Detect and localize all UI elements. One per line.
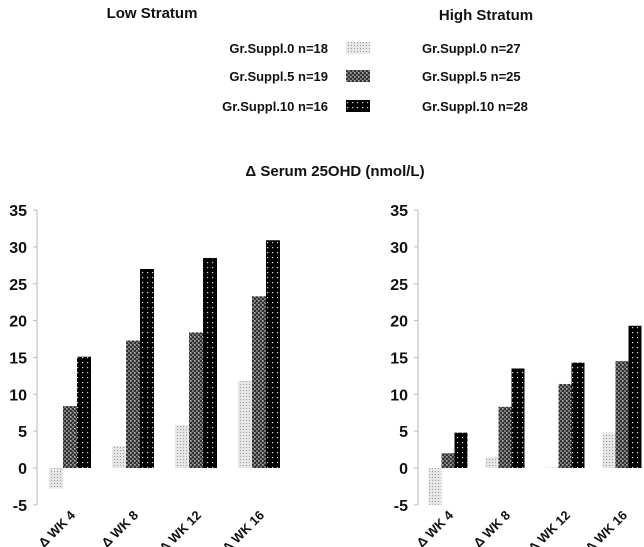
legend-swatch-black-white-dots xyxy=(346,100,370,112)
bar-gr-suppl-0-0 xyxy=(428,468,442,505)
y-tick-label: 10 xyxy=(390,387,408,404)
y-tick-label: 20 xyxy=(390,314,408,331)
legend-swatch-gray-checkered xyxy=(346,70,370,82)
bar-gr-suppl-10-3 xyxy=(628,325,642,468)
legend-swatch-light-dotted xyxy=(346,42,370,54)
bar-gr-suppl-5-0 xyxy=(63,406,77,468)
x-tick-label: Δ WK 8 xyxy=(98,508,141,547)
bar-gr-suppl-5-0 xyxy=(441,453,455,468)
x-tick-label: Δ WK 8 xyxy=(470,508,513,547)
y-tick-label: 25 xyxy=(9,277,27,294)
y-tick-label: 5 xyxy=(18,424,27,441)
bar-gr-suppl-5-3 xyxy=(252,296,266,468)
y-tick-label: 0 xyxy=(399,461,408,478)
x-tick-label: Δ WK 16 xyxy=(219,508,267,547)
x-tick-label: Δ WK 4 xyxy=(35,507,78,547)
y-tick-label: 10 xyxy=(9,387,27,404)
bar-gr-suppl-10-3 xyxy=(266,240,280,468)
bar-gr-suppl-0-3 xyxy=(602,432,616,468)
x-tick-label: Δ WK 12 xyxy=(525,508,573,547)
y-tick-label: 25 xyxy=(390,277,408,294)
legend-high-title: High Stratum xyxy=(439,7,533,24)
y-tick-label: 0 xyxy=(18,461,27,478)
y-tick-label: 5 xyxy=(399,424,408,441)
bar-gr-suppl-10-1 xyxy=(140,269,154,468)
x-tick-label: Δ WK 12 xyxy=(156,508,204,547)
y-tick-label: 15 xyxy=(9,350,27,367)
bar-gr-suppl-10-2 xyxy=(203,257,217,468)
bar-gr-suppl-5-1 xyxy=(498,406,512,468)
legend-low-entry: Gr.Suppl.10 n=16 xyxy=(222,99,328,114)
y-tick-label: -5 xyxy=(13,498,27,515)
y-tick-label: 35 xyxy=(390,203,408,220)
legend-high-entry: Gr.Suppl.5 n=25 xyxy=(422,69,521,84)
legend-high-entry: Gr.Suppl.0 n=27 xyxy=(422,41,521,56)
bar-gr-suppl-0-2 xyxy=(175,425,189,468)
panel-high: 35 30 25 20 15 10 5 0 -5 Δ WK 4 Δ WK 8 Δ WK 12 Δ WK … xyxy=(390,203,642,547)
bar-gr-suppl-10-0 xyxy=(454,432,468,468)
bar-gr-suppl-5-3 xyxy=(615,361,629,468)
bar-gr-suppl-5-2 xyxy=(558,383,572,468)
bar-gr-suppl-0-3 xyxy=(238,381,252,468)
panel-low: 35 30 25 20 15 10 5 0 -5 Δ WK 4 Δ WK 8 Δ WK 12 Δ WK … xyxy=(9,203,280,547)
legend-low-entry: Gr.Suppl.5 n=19 xyxy=(229,69,328,84)
bar-gr-suppl-10-1 xyxy=(511,368,525,468)
y-tick-label: 35 xyxy=(9,203,27,220)
y-tick-label: -5 xyxy=(394,498,408,515)
bar-gr-suppl-5-1 xyxy=(126,340,140,468)
y-tick-label: 30 xyxy=(390,240,408,257)
bar-gr-suppl-10-0 xyxy=(77,356,91,468)
y-tick-label: 30 xyxy=(9,240,27,257)
bar-gr-suppl-0-0 xyxy=(49,468,63,489)
chart-title: Δ Serum 25OHD (nmol/L) xyxy=(245,163,424,180)
bar-gr-suppl-0-2 xyxy=(545,467,559,468)
bar-gr-suppl-10-2 xyxy=(571,362,585,468)
legend-low-title: Low Stratum xyxy=(107,5,198,22)
x-tick-label: Δ WK 16 xyxy=(582,508,630,547)
y-tick-label: 20 xyxy=(9,314,27,331)
legend-low-entry: Gr.Suppl.0 n=18 xyxy=(229,41,328,56)
bar-gr-suppl-0-1 xyxy=(112,445,126,468)
bar-gr-suppl-0-1 xyxy=(485,456,499,468)
legend-high-entry: Gr.Suppl.10 n=28 xyxy=(422,99,528,114)
x-tick-label: Δ WK 4 xyxy=(413,507,456,547)
y-tick-label: 15 xyxy=(390,350,408,367)
bar-gr-suppl-5-2 xyxy=(189,332,203,468)
